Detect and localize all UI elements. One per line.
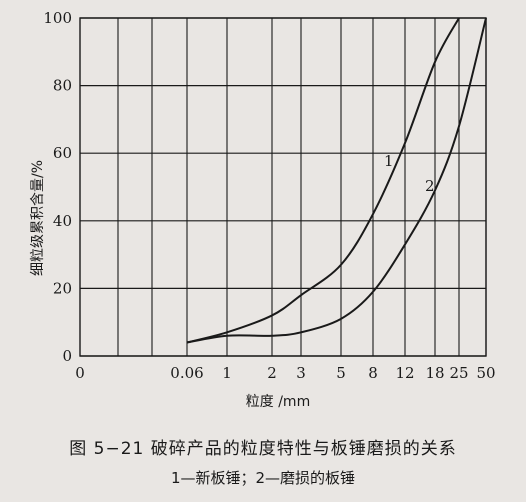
series-label-2: 2: [425, 177, 435, 195]
y-tick-label: 40: [53, 212, 72, 230]
chart-grid: [79, 17, 487, 357]
y-tick-label: 80: [53, 77, 72, 95]
y-tick-label: 100: [43, 9, 72, 27]
x-tick-label: 18: [425, 364, 444, 382]
series-line-2: [186, 17, 487, 344]
x-tick-label: 2: [267, 364, 277, 382]
chart-series: 12: [186, 17, 487, 344]
x-tick-label: 1: [222, 364, 232, 382]
y-tick-label: 0: [62, 347, 72, 365]
series-label-1: 1: [384, 152, 394, 170]
x-tick-label: 12: [395, 364, 414, 382]
y-axis-label: 细粒级累积含量/%: [30, 160, 46, 276]
x-tick-label: 0.06: [170, 364, 203, 382]
x-origin-label: 0: [75, 364, 85, 382]
series-line-1: [186, 17, 460, 344]
figure-legend-note: 1—新板锤；2—磨损的板锤: [170, 469, 356, 487]
x-tick-label: 50: [476, 364, 495, 382]
x-tick-label: 5: [336, 364, 346, 382]
figure-caption: 图 5−21 破碎产品的粒度特性与板锤磨损的关系: [69, 439, 457, 459]
x-tick-label: 25: [449, 364, 468, 382]
x-tick-label: 3: [296, 364, 306, 382]
x-tick-label: 8: [368, 364, 378, 382]
y-tick-label: 20: [53, 279, 72, 297]
y-tick-label: 60: [53, 144, 72, 162]
x-axis-label: 粒度 /mm: [246, 394, 310, 410]
